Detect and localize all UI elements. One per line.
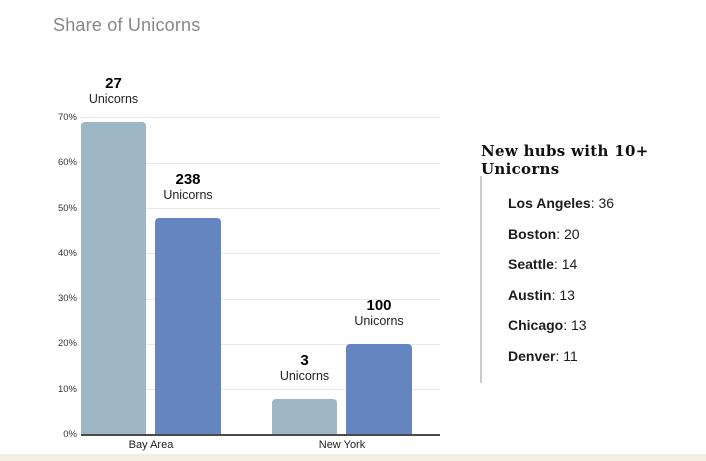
gridline-40% (81, 253, 440, 255)
bar-new-york-light (272, 398, 337, 435)
bar-label: 100 Unicorns (329, 297, 429, 329)
y-tick-label: 50% (57, 202, 77, 214)
hub-list-item: Denver: 11 (508, 349, 614, 363)
bar-new-york-dark (346, 344, 412, 435)
bar-label: 238 Unicorns (138, 171, 238, 203)
bar-unit: Unicorns (163, 187, 213, 202)
bar-count: 3 (300, 351, 309, 369)
gridline-10% (81, 389, 440, 391)
hub-list-item: Los Angeles: 36 (508, 196, 614, 210)
x-axis-line (81, 434, 440, 436)
y-tick-label: 60% (57, 157, 77, 169)
y-tick-label: 30% (57, 293, 77, 305)
hub-list-item: Boston: 20 (508, 227, 614, 241)
gridline-20% (81, 343, 440, 345)
hub-city: Seattle (508, 256, 554, 272)
hub-list-item: Seattle: 14 (508, 257, 614, 271)
hub-value: : 13 (563, 317, 587, 333)
hub-list: Los Angeles: 36 Boston: 20 Seattle: 14 Aust… (508, 196, 614, 379)
hub-city: Chicago (508, 317, 564, 333)
bar-bay-area-dark (155, 217, 221, 435)
y-tick-label: 20% (57, 338, 77, 350)
gridline-60% (81, 162, 440, 164)
hub-city: Austin (508, 286, 552, 303)
hub-value: : 20 (556, 225, 580, 242)
hub-value: : 14 (553, 256, 578, 272)
y-tick-label: 70% (57, 111, 77, 123)
hub-list-item: Austin: 13 (508, 288, 614, 302)
bar-count: 238 (175, 170, 201, 188)
panel-title: New hubs with 10+ Unicorns (481, 142, 649, 178)
gridline-50% (81, 208, 440, 210)
gridline-30% (81, 298, 440, 300)
footer-strip (0, 454, 706, 461)
bar-unit: Unicorns (88, 92, 139, 107)
bar-label: 3 Unicorns (255, 352, 355, 384)
hub-value: : 13 (551, 286, 575, 303)
category-label-bay-area: Bay Area (128, 439, 174, 451)
bar-count: 100 (366, 297, 392, 315)
category-label-new-york: New York (318, 439, 366, 451)
bar-bay-area-light (81, 122, 146, 435)
page-title: Share of Unicorns (53, 15, 201, 35)
bar-label: 27 Unicorns (64, 75, 164, 107)
gridline-70% (81, 117, 440, 119)
panel-divider (480, 176, 482, 383)
bar-count: 27 (105, 75, 122, 93)
hub-city: Boston (508, 225, 557, 242)
bar-unit: Unicorns (279, 368, 330, 383)
hub-city: Los Angeles (508, 195, 591, 211)
hub-value: : 11 (555, 347, 578, 364)
hub-list-item: Chicago: 13 (508, 318, 614, 332)
y-tick-label: 10% (57, 383, 77, 395)
y-tick-label: 40% (57, 247, 77, 259)
hub-city: Denver (508, 347, 556, 364)
y-tick-label: 0% (63, 429, 77, 440)
hub-value: : 36 (590, 195, 615, 211)
unicorn-share-bar-chart: 0% 10% 20% 30% 40% 50% 60% 70% 27 Unicorns 238 Unic… (57, 75, 440, 451)
bar-unit: Unicorns (354, 314, 404, 329)
